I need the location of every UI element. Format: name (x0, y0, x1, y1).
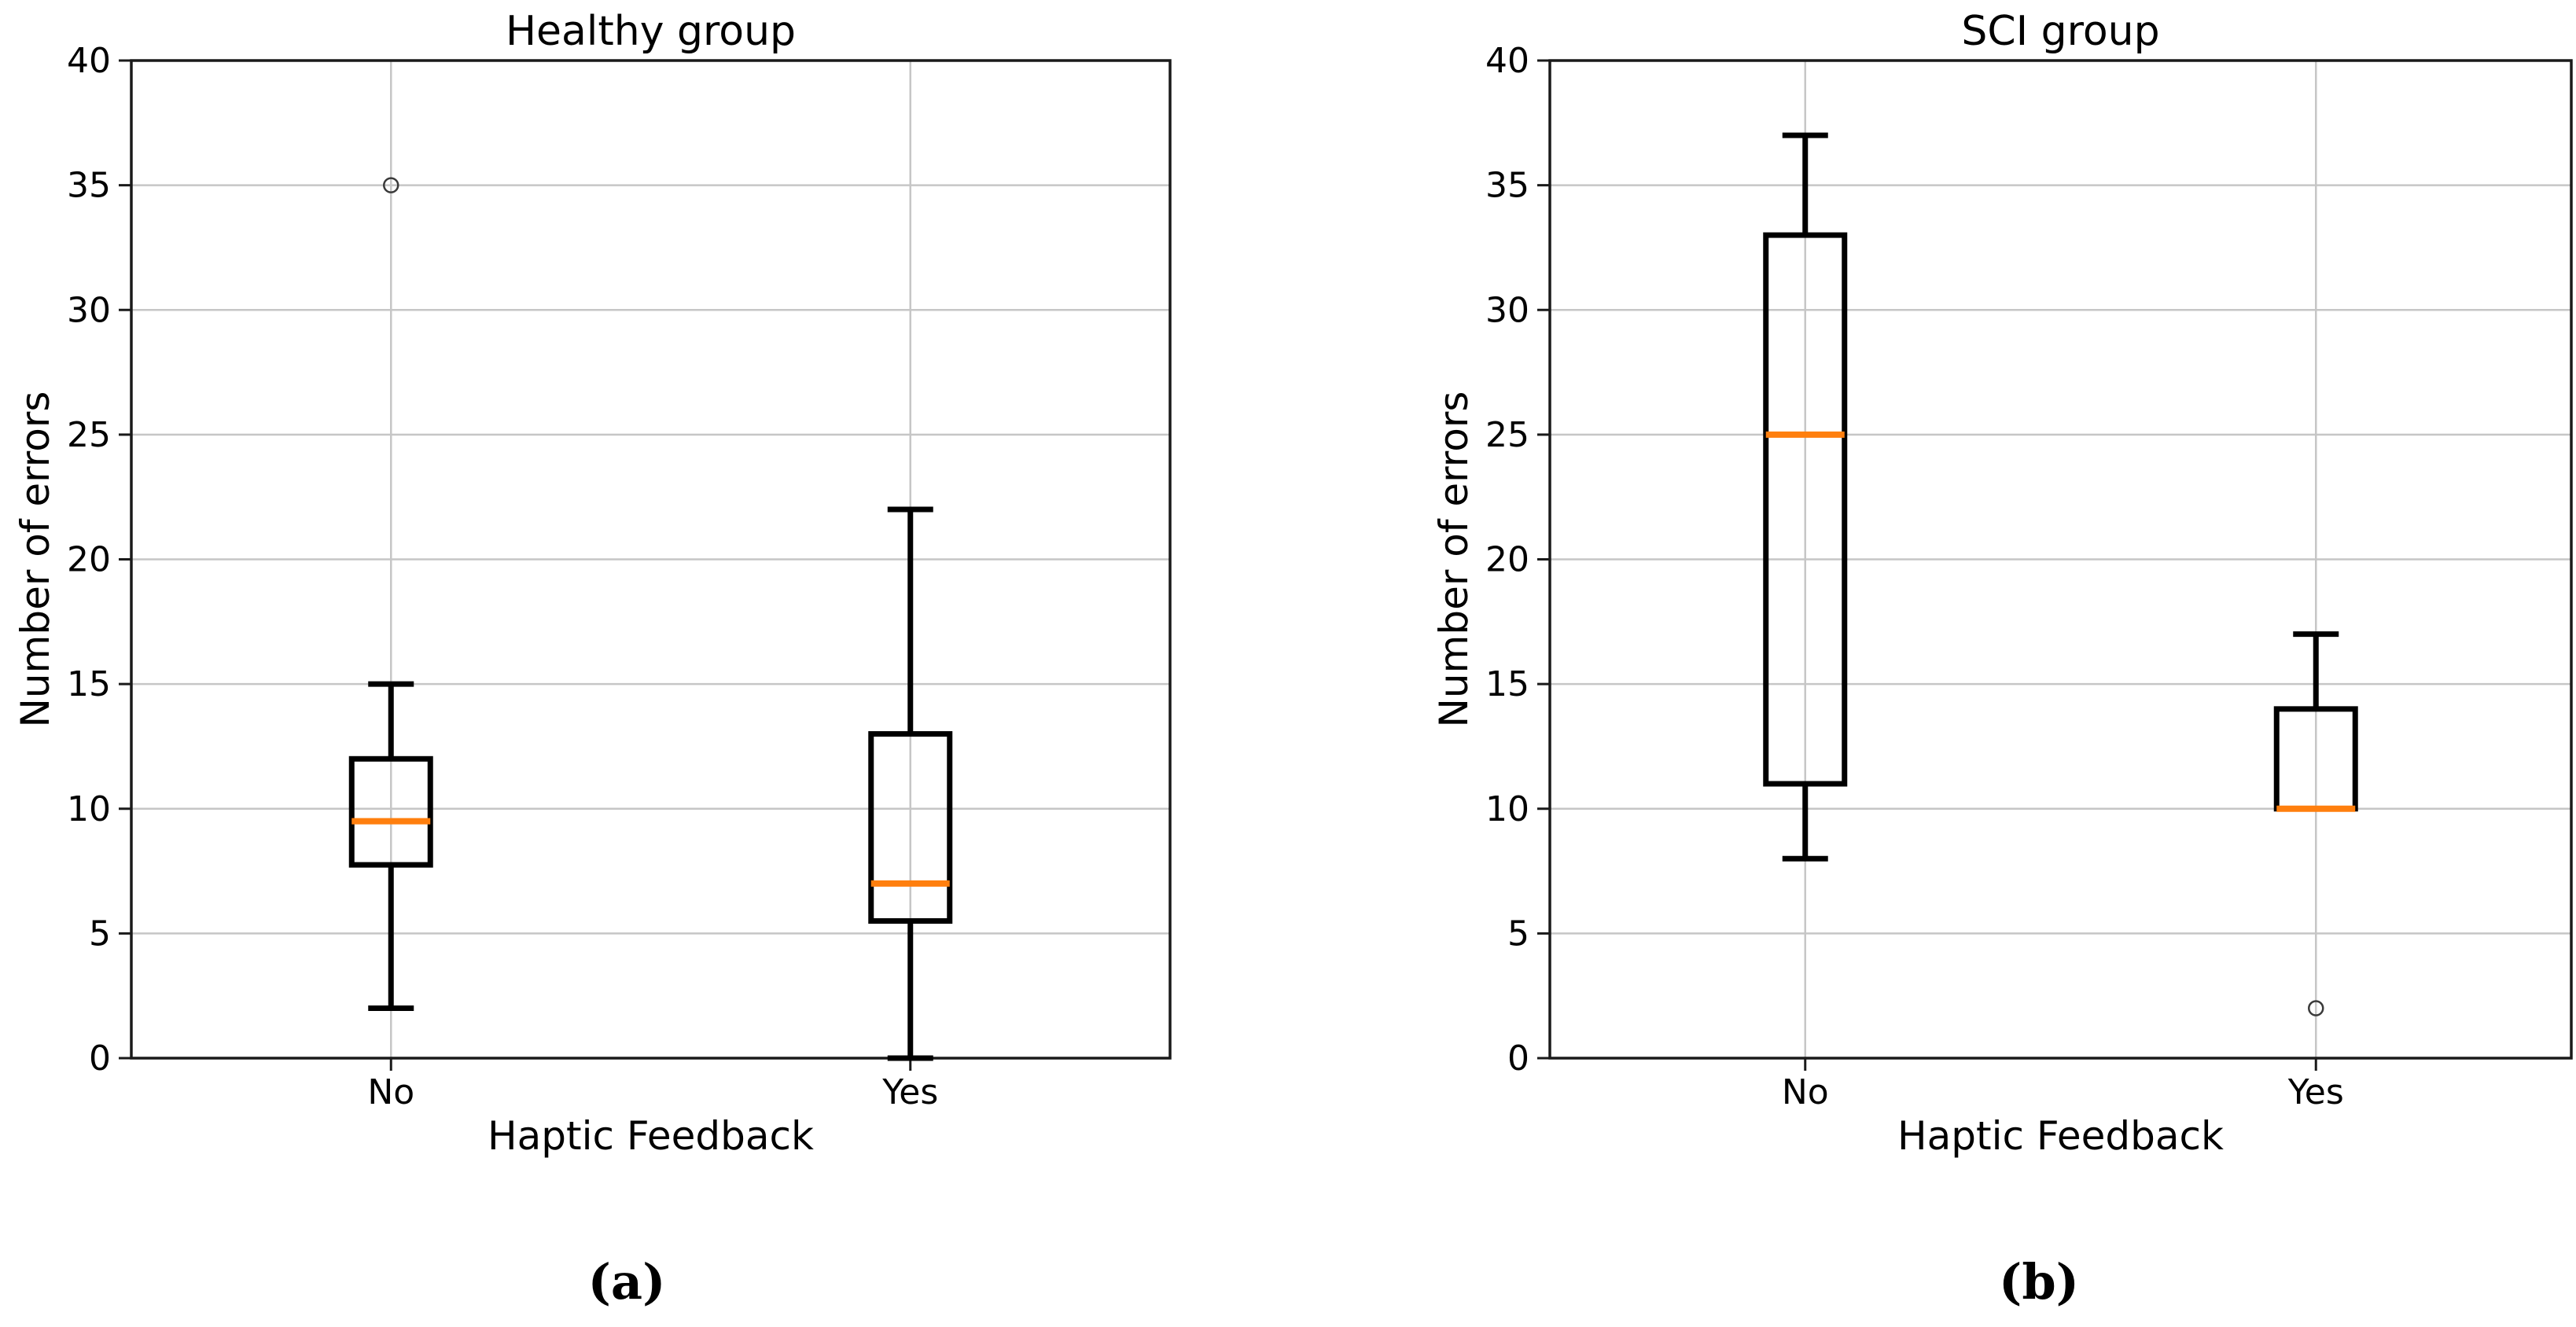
y-tick-label: 25 (1485, 415, 1529, 455)
x-tick-label: No (1782, 1072, 1829, 1112)
x-axis-label: Haptic Feedback (1897, 1113, 2224, 1159)
y-tick-label: 0 (1507, 1038, 1529, 1079)
iqr-box (1763, 232, 1848, 787)
x-tick-label: Yes (2287, 1072, 2344, 1112)
x-axis-label: Haptic Feedback (488, 1113, 814, 1159)
y-tick-label: 20 (1485, 540, 1529, 580)
panel-caption-a: (a) (588, 1253, 666, 1310)
y-tick-label: 30 (1485, 290, 1529, 330)
x-tick-label: Yes (881, 1072, 938, 1112)
y-tick-label: 25 (67, 415, 111, 455)
y-tick-label: 15 (1485, 664, 1529, 704)
panel-a: 0 5 10 15 20 25 30 35 40 No Yes Healthy group Haptic… (13, 8, 1172, 1159)
panel-caption-b: (b) (1999, 1253, 2079, 1310)
iqr-box (868, 731, 953, 924)
y-tick-label: 40 (1485, 41, 1529, 81)
outlier-point (2308, 1000, 2324, 1016)
y-tick-label: 5 (89, 913, 111, 954)
y-tick-label: 10 (1485, 789, 1529, 829)
y-axis-label: Number of errors (1431, 391, 1477, 728)
y-tick-label: 35 (67, 166, 111, 206)
y-axis-label: Number of errors (13, 391, 58, 728)
y-tick-label: 35 (1485, 166, 1529, 206)
panel-b: 0 5 10 15 20 25 30 35 40 No Yes SCI group Haptic Fee… (1431, 8, 2573, 1159)
plot-title: SCI group (1961, 8, 2159, 55)
y-tick-label: 40 (67, 41, 111, 81)
y-tick-label: 20 (67, 540, 111, 580)
boxplot-yes (868, 506, 953, 1061)
plot-title: Healthy group (506, 8, 796, 55)
y-tick-label: 5 (1507, 913, 1529, 954)
outlier-point (383, 177, 399, 193)
x-tick-label: No (367, 1072, 414, 1112)
boxplot-yes (2273, 631, 2358, 1016)
y-tick-label: 15 (67, 664, 111, 704)
iqr-box (348, 755, 433, 868)
y-tick-label: 10 (67, 789, 111, 829)
y-tick-label: 0 (89, 1038, 111, 1079)
boxplot-no (348, 177, 433, 1012)
y-tick-label: 30 (67, 290, 111, 330)
boxplot-no (1763, 132, 1848, 862)
